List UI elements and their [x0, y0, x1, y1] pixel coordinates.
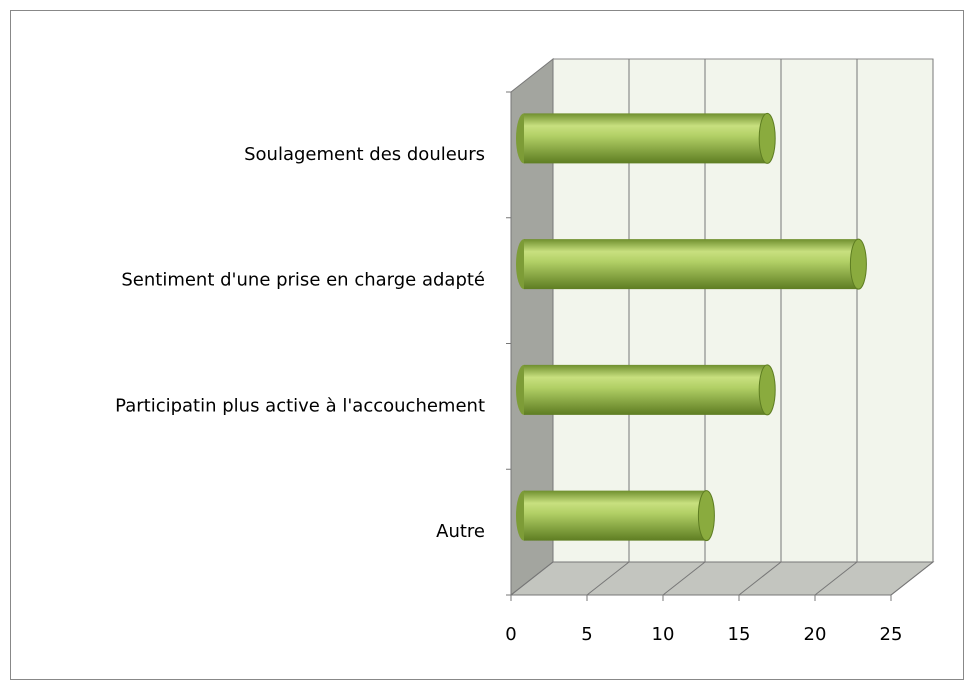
y-tick-label: Participatin plus active à l'accouchemen…: [115, 395, 485, 416]
floor-grid-line: [510, 561, 554, 596]
y-tick-label: Sentiment d'une prise en charge adapté: [121, 270, 485, 291]
bar-part: [697, 490, 715, 542]
x-tick-label: 0: [505, 624, 516, 645]
bar-part: [524, 113, 768, 164]
x-tick-label: 10: [652, 624, 675, 645]
y-tick-label: Autre: [436, 521, 485, 542]
bar-part: [524, 364, 768, 415]
x-tick-label: 15: [728, 624, 751, 645]
floor-grid-line: [814, 561, 858, 596]
x-tick-label: 20: [804, 624, 827, 645]
bar: [516, 112, 776, 164]
floor: [509, 561, 935, 596]
x-tick-label: 25: [880, 624, 903, 645]
floor-grid-line: [586, 561, 630, 596]
floor-grid-line: [738, 561, 782, 596]
bar: [516, 364, 776, 416]
bar: [516, 238, 867, 290]
floor-grid-line: [662, 561, 706, 596]
floor-grid-line: [890, 561, 934, 596]
bar-part: [524, 490, 707, 541]
bar-part: [758, 112, 776, 164]
bar: [516, 490, 715, 542]
x-tick-label: 5: [581, 624, 592, 645]
bar-part: [758, 364, 776, 416]
bar-part: [849, 238, 867, 290]
bar-part: [524, 239, 859, 290]
y-tick-label: Soulagement des douleurs: [244, 144, 485, 165]
